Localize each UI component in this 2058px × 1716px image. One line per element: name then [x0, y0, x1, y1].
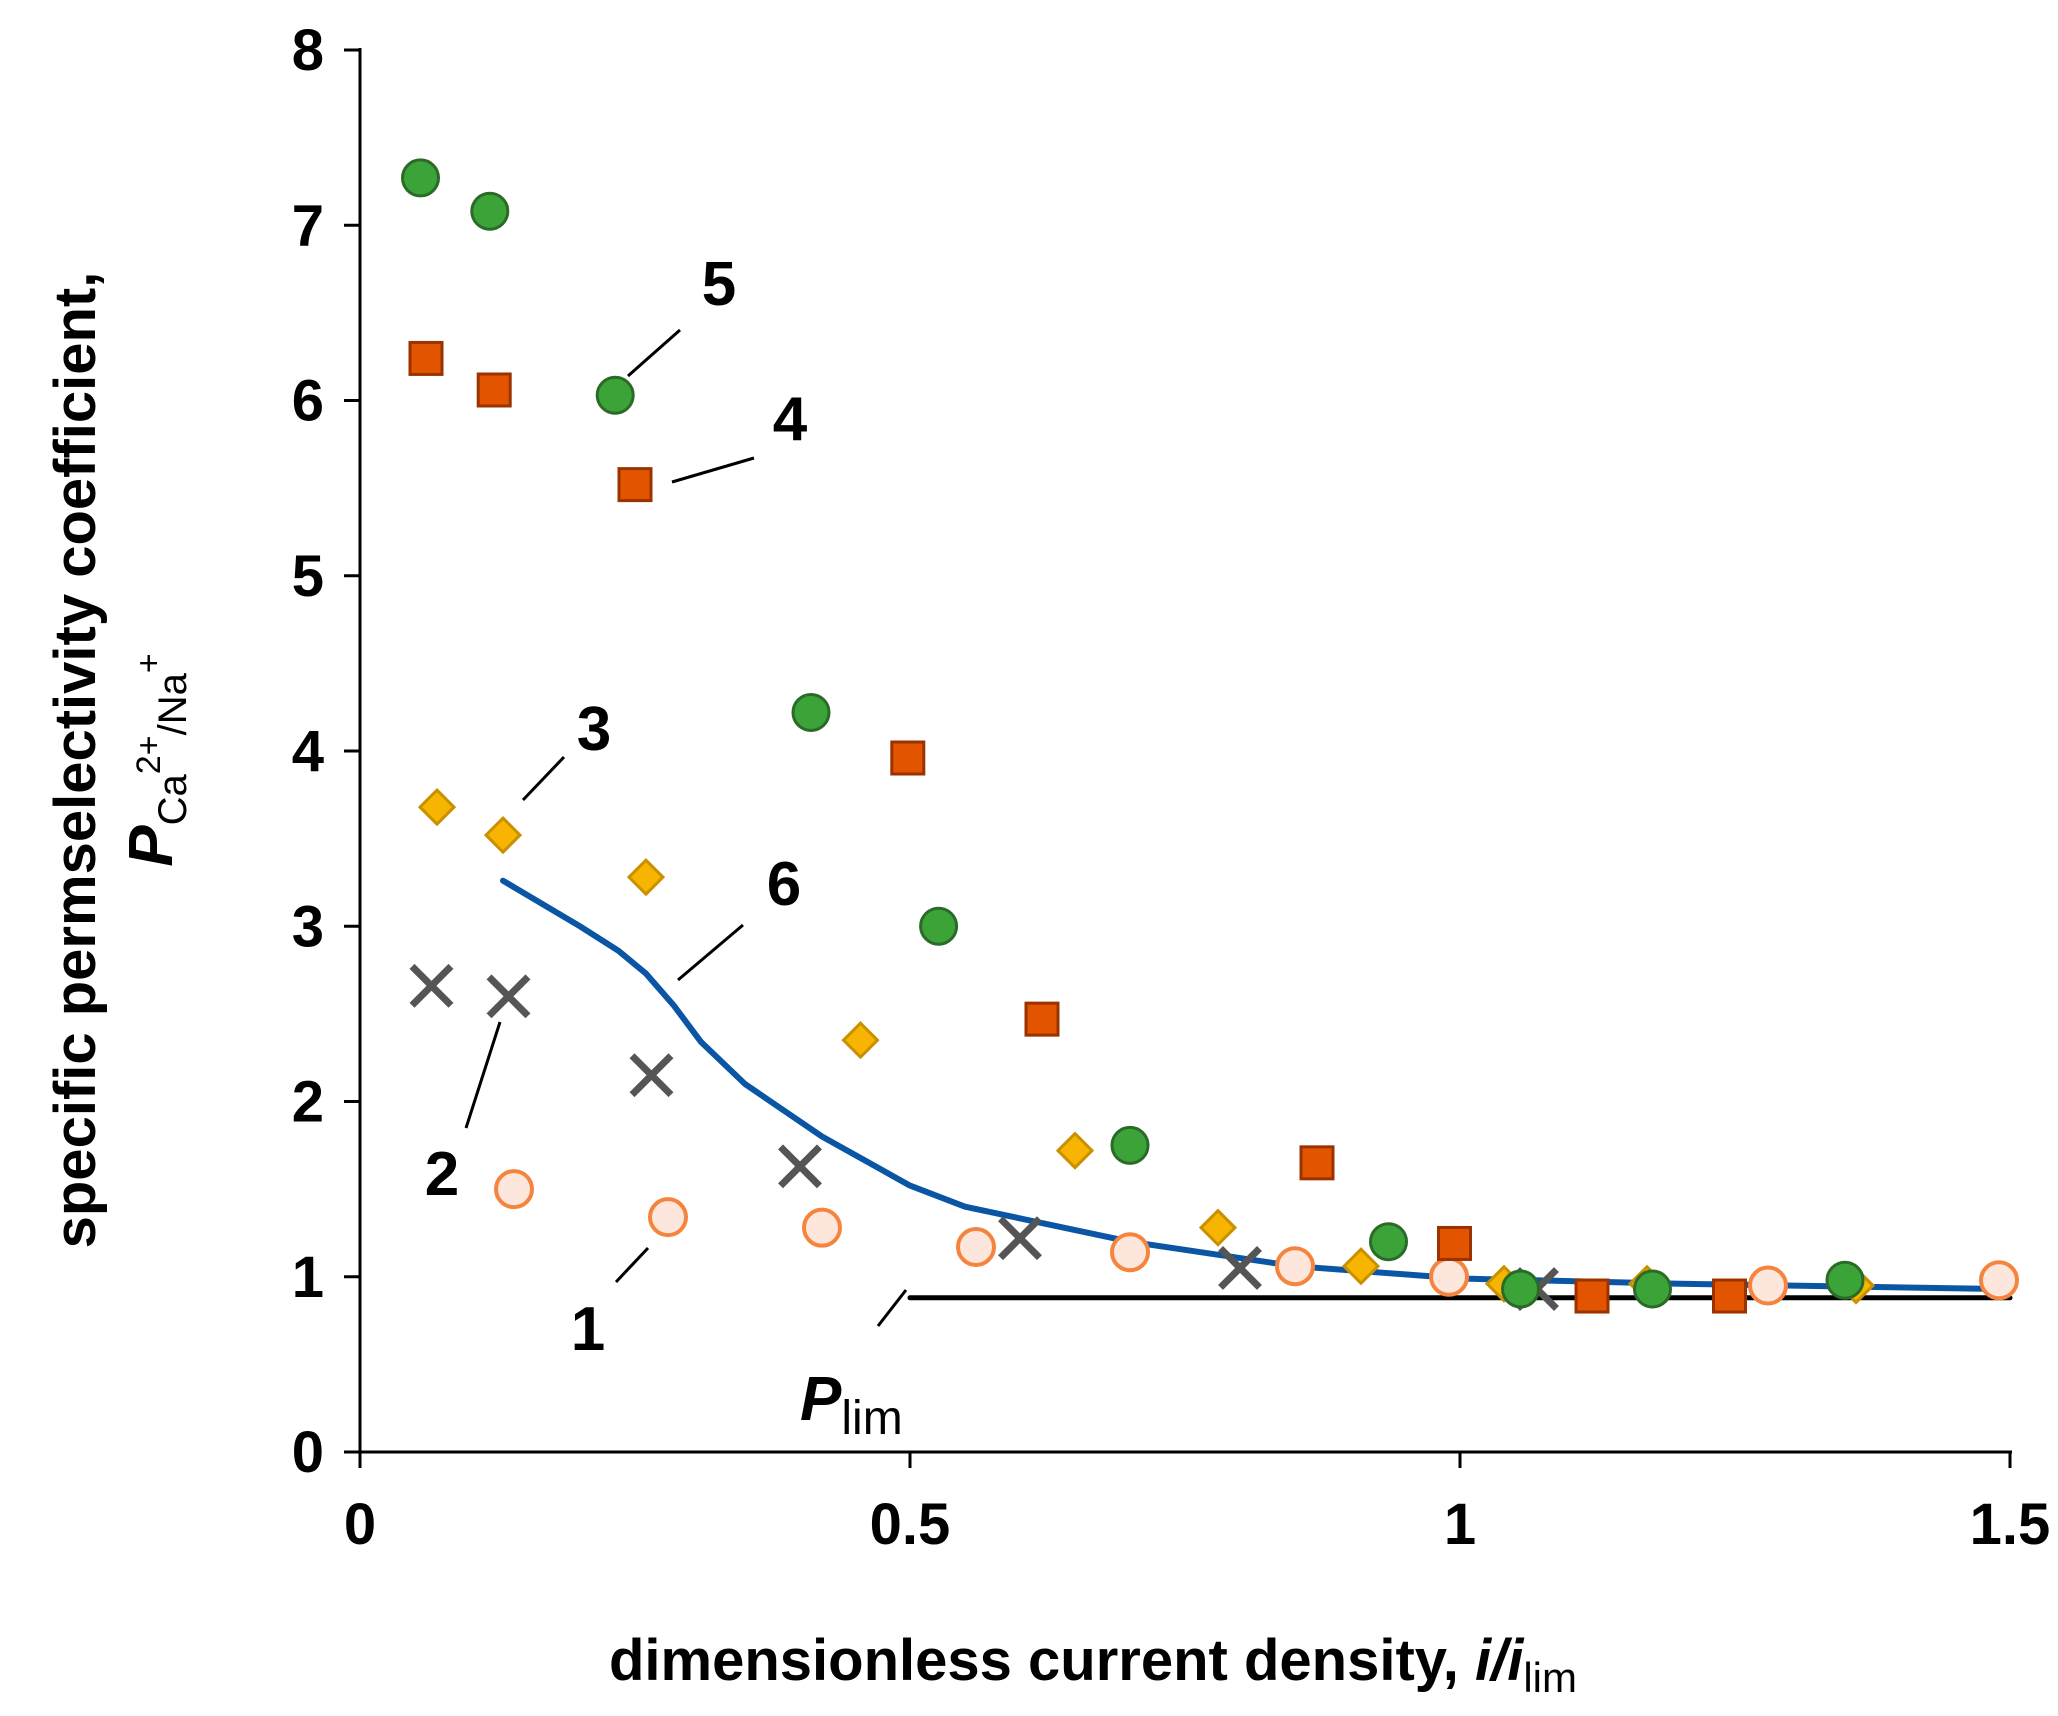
series-5-point-6 [1369, 1222, 1408, 1262]
plim-label: Plim [800, 1365, 903, 1445]
y-axis-title-sub-na: /Na [151, 672, 195, 735]
plim-label-var: P [800, 1365, 842, 1434]
x-tick-label-0: 0 [344, 1492, 376, 1557]
series-4-point-4 [1024, 1001, 1060, 1037]
series-1-point-4 [1110, 1232, 1150, 1273]
series-label-3: 3 [577, 695, 611, 764]
series-label-6: 6 [767, 850, 801, 919]
y-axis-title-var-p: P [117, 825, 186, 867]
x-axis-title: dimensionless current density, i/ilim [609, 1628, 1577, 1701]
series-2-point-0 [409, 963, 454, 1008]
series-label-4: 4 [773, 385, 808, 454]
x-tick-label-3: 1.5 [1970, 1492, 2051, 1557]
series-3-point-0 [417, 787, 457, 827]
y-tick-label-7: 7 [292, 193, 324, 258]
series-3-point-2 [626, 858, 666, 897]
y-tick-label-5: 5 [292, 544, 324, 609]
series-labels: 1 2 3 45 6 Plim [425, 250, 903, 1445]
leader-line-plim [876, 1289, 908, 1327]
x-axis-title-var-i2: i [1507, 1628, 1525, 1693]
leader-line-3 [521, 755, 566, 802]
series-3-point-3 [841, 1021, 880, 1060]
y-tick-label-6: 6 [292, 369, 324, 434]
y-tick-label-8: 8 [292, 18, 324, 83]
series-4-point-7 [1574, 1278, 1610, 1314]
markers [401, 158, 2019, 1314]
series-3-point-6 [1341, 1247, 1381, 1286]
series-4-point-8 [1712, 1278, 1747, 1314]
leader-line-1 [614, 1246, 650, 1284]
series-4-point-5 [1299, 1145, 1335, 1181]
series-2-point-3 [778, 1144, 822, 1189]
y-axis-title-line2: PCa2+/Na+ [117, 653, 195, 866]
series-5-point-4 [919, 906, 959, 946]
series-3-point-1 [483, 815, 523, 855]
series-1-point-2 [802, 1207, 842, 1248]
series-5-point-5 [1110, 1125, 1150, 1165]
leader-line-2 [464, 1021, 502, 1129]
leader-line-6 [677, 923, 744, 982]
series-lines [500, 877, 2013, 1301]
series-1-point-7 [1748, 1265, 1788, 1306]
series-5-point-2 [595, 375, 635, 415]
x-tick-label-2: 1 [1444, 1492, 1476, 1557]
y-axis-title-sub-ca: Ca [151, 773, 195, 825]
series-1-point-1 [648, 1197, 688, 1238]
series-1-point-8 [1979, 1260, 2019, 1301]
series-1-point-6 [1429, 1256, 1469, 1297]
plim-label-sub: lim [841, 1392, 902, 1445]
x-tick-label-1: 0.5 [870, 1492, 951, 1557]
y-tick-label-4: 4 [292, 719, 324, 784]
series-4-point-0 [408, 340, 444, 376]
y-tick-label-2: 2 [292, 1070, 324, 1135]
series-4-point-3 [890, 740, 926, 776]
series-4-point-6 [1437, 1225, 1472, 1261]
series-5-point-3 [791, 692, 831, 732]
series-5-point-7 [1501, 1269, 1540, 1309]
series-4-point-2 [617, 467, 653, 503]
leader-line-5 [627, 328, 681, 378]
y-axis-title-line1: specific permselectivity coefficient, [43, 272, 108, 1249]
series-label-5: 5 [702, 250, 736, 319]
y-tick-label-1: 1 [292, 1245, 324, 1310]
series-1-point-0 [494, 1169, 534, 1210]
series-label-1: 1 [571, 1295, 605, 1364]
x-axis-title-var-i: i [1475, 1628, 1493, 1693]
series-2-point-1 [486, 974, 531, 1019]
leader-lines [464, 328, 908, 1327]
series-3-point-5 [1198, 1208, 1238, 1247]
series-4-point-1 [476, 372, 512, 408]
y-axis-title-symbol: PCa2+/Na+ [117, 653, 195, 866]
series-6-line [500, 877, 2002, 1292]
series-2-point-4 [998, 1216, 1042, 1261]
y-axis-title-sup-ca: 2+ [130, 735, 168, 774]
x-axis-title-main: dimensionless current density, [609, 1628, 1475, 1693]
y-tick-label-0: 0 [292, 1420, 324, 1485]
y-axis-title: specific permselectivity coefficient, [43, 272, 108, 1249]
series-5-point-1 [470, 191, 510, 231]
series-5-point-9 [1825, 1260, 1865, 1300]
x-axis-title-sub: lim [1523, 1654, 1577, 1701]
series-2-point-2 [629, 1053, 674, 1098]
series-5-point-8 [1633, 1269, 1672, 1309]
series-label-2: 2 [425, 1140, 459, 1209]
y-tick-label-3: 3 [292, 894, 324, 959]
series-3-point-4 [1055, 1131, 1095, 1170]
series-1-point-5 [1275, 1246, 1315, 1287]
series-5-point-0 [401, 158, 440, 198]
series-2-point-5 [1218, 1246, 1262, 1290]
series-1-point-3 [956, 1226, 996, 1267]
y-axis-title-sup-na: + [130, 653, 168, 673]
leader-line-4 [671, 456, 755, 484]
